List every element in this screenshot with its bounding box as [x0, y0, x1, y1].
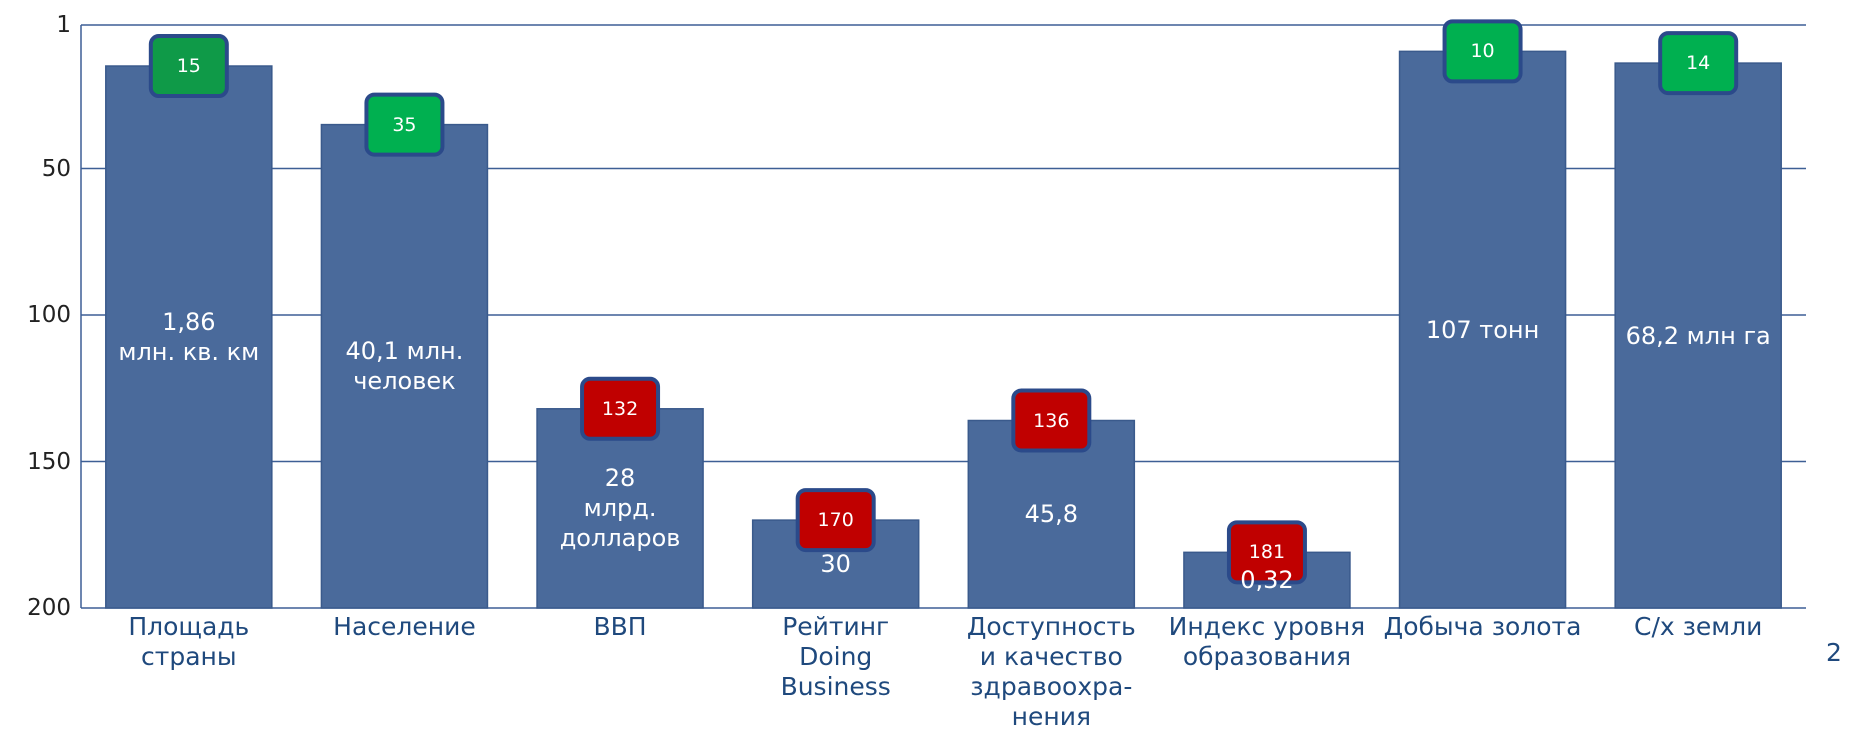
y-tick-label: 50: [41, 155, 71, 182]
bar: [1398, 50, 1567, 609]
y-tick-label: 150: [27, 448, 71, 475]
rank-badge: [795, 488, 876, 553]
bar-annotation: 30: [820, 550, 851, 579]
rank-badge: [364, 92, 445, 157]
data-label: 181: [1248, 541, 1286, 564]
data-label: 170: [817, 509, 854, 532]
bar-annotation: 0,32: [1240, 566, 1294, 595]
bar-annotation: 45,8: [1024, 500, 1079, 529]
rank-badge: [1442, 19, 1523, 84]
page-number: 2: [1826, 638, 1842, 667]
y-tick-label: 100: [27, 302, 71, 329]
bar-annotation: 107 тонн: [1425, 315, 1540, 344]
rank-badge: [1011, 388, 1092, 453]
bar: [1614, 62, 1782, 609]
rank-badge: [148, 34, 229, 99]
x-tick-label: Рейтинг Doing Business: [780, 612, 891, 701]
data-label: 14: [1686, 52, 1711, 75]
data-label: 132: [601, 397, 639, 420]
data-label: 136: [1033, 409, 1070, 432]
x-tick-label: Доступность и качество здравоохра- нения: [966, 612, 1136, 731]
bar: [105, 65, 273, 609]
data-label: 15: [176, 55, 201, 77]
data-label: 10: [1470, 40, 1495, 63]
rank-badge: [580, 376, 661, 441]
rank-badge: [1658, 31, 1739, 96]
x-tick-label: Площадь страны: [128, 612, 250, 671]
x-tick-label: С/х земли: [1633, 612, 1763, 641]
x-tick-label: Население: [333, 612, 476, 641]
bar-annotation: 1,86 млн. кв. км: [118, 308, 260, 366]
y-tick-label: 1: [56, 12, 71, 38]
x-tick-label: Индекс уровня образования: [1168, 612, 1366, 671]
x-tick-label: ВВП: [593, 612, 647, 641]
rank-badge: [1226, 520, 1307, 585]
bar: [320, 123, 489, 609]
bar-annotation: 68,2 млн га: [1625, 321, 1771, 350]
y-tick-label: 200: [27, 595, 71, 621]
bar-annotation: 28 млрд. долларов: [559, 464, 681, 553]
data-label: 35: [392, 113, 417, 136]
x-tick-label: Добыча золота: [1383, 612, 1582, 641]
bar-annotation: 40,1 млн. человек: [345, 337, 464, 396]
